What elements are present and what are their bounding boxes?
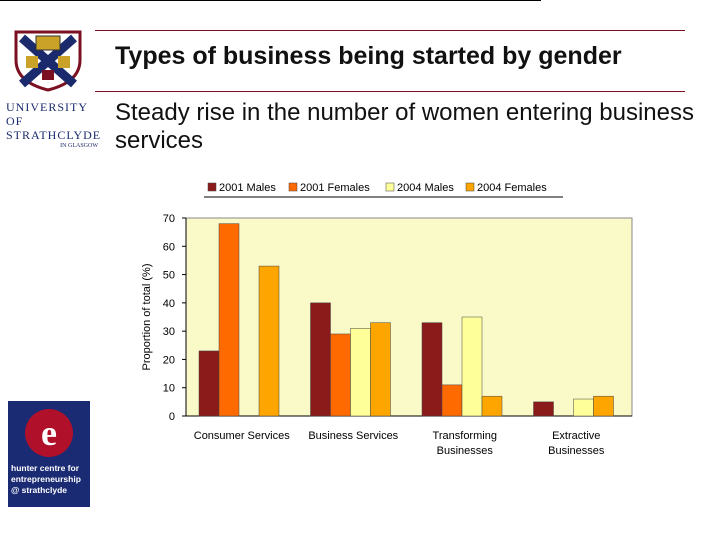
bar	[533, 401, 554, 417]
bar	[461, 316, 483, 417]
legend-swatch	[207, 182, 217, 192]
y-tick-label: 20	[163, 354, 175, 366]
y-tick-label: 60	[163, 241, 175, 253]
bar	[310, 302, 331, 417]
university-logo-line2: STRATHCLYDE	[6, 128, 102, 142]
hunter-text-line1: hunter centre for	[11, 463, 80, 473]
bar	[330, 333, 351, 417]
title-bottom-rule	[95, 91, 685, 92]
bar	[198, 350, 220, 417]
legend-swatch	[385, 182, 395, 192]
slide-subtitle: Steady rise in the number of women enter…	[115, 99, 694, 154]
legend-swatch	[288, 182, 298, 192]
bar	[441, 384, 463, 417]
y-tick-label: 50	[163, 270, 175, 282]
legend-label: 2001 Females	[300, 182, 370, 194]
bar	[593, 395, 614, 417]
legend-swatch	[465, 182, 475, 192]
bar	[481, 395, 503, 417]
hunter-text-line2: entrepreneurship	[11, 474, 81, 484]
y-axis-ticks: 0 10 20 30 40 50 60 70	[163, 213, 186, 423]
y-tick-label: 40	[163, 298, 175, 310]
y-tick-label: 30	[163, 326, 175, 338]
hunter-centre-logo: e hunter centre for entrepreneurship @ s…	[8, 401, 90, 507]
bar	[258, 265, 280, 417]
y-tick-label: 0	[169, 411, 175, 423]
y-tick-label: 70	[163, 213, 175, 225]
title-top-rule	[95, 30, 685, 31]
footer-rule	[0, 0, 541, 1]
legend-label: 2004 Males	[397, 182, 454, 194]
y-axis-label: Proportion of total (%)	[141, 264, 153, 371]
hunter-text-line3: @ strathclyde	[11, 485, 68, 495]
university-logo-line1: UNIVERSITY OF	[6, 100, 88, 128]
y-tick-label: 10	[163, 383, 175, 395]
plot-area	[185, 217, 633, 417]
hunter-centre-e-letter: e	[41, 413, 57, 453]
bar	[421, 322, 443, 417]
slide-title: Types of business being started by gende…	[115, 42, 622, 70]
x-category-label: Transforming	[433, 430, 497, 442]
x-category-label: Business Services	[308, 430, 398, 442]
x-category-label: Businesses	[437, 445, 494, 457]
chart-legend: 2001 Males 2001 Females 2004 Males 2004 Fem…	[204, 182, 563, 198]
x-category-label: Extractive	[552, 430, 600, 442]
bar	[370, 322, 391, 417]
bar	[218, 223, 240, 417]
bar	[573, 398, 594, 417]
university-logo: UNIVERSITY OF STRATHCLYDE IN GLASGOW	[6, 100, 102, 150]
x-category-label: Businesses	[548, 445, 605, 457]
hunter-centre-e-icon: e	[25, 409, 73, 457]
legend-label: 2004 Females	[477, 182, 547, 194]
university-logo-line3: IN GLASGOW	[60, 143, 98, 149]
x-axis-category-labels: Consumer Services Business Services Transf…	[194, 430, 605, 457]
bar-series-group	[198, 223, 614, 417]
legend-label: 2001 Males	[219, 182, 276, 194]
x-category-label: Consumer Services	[194, 430, 290, 442]
bar	[350, 328, 371, 417]
university-crest-icon	[14, 30, 82, 92]
